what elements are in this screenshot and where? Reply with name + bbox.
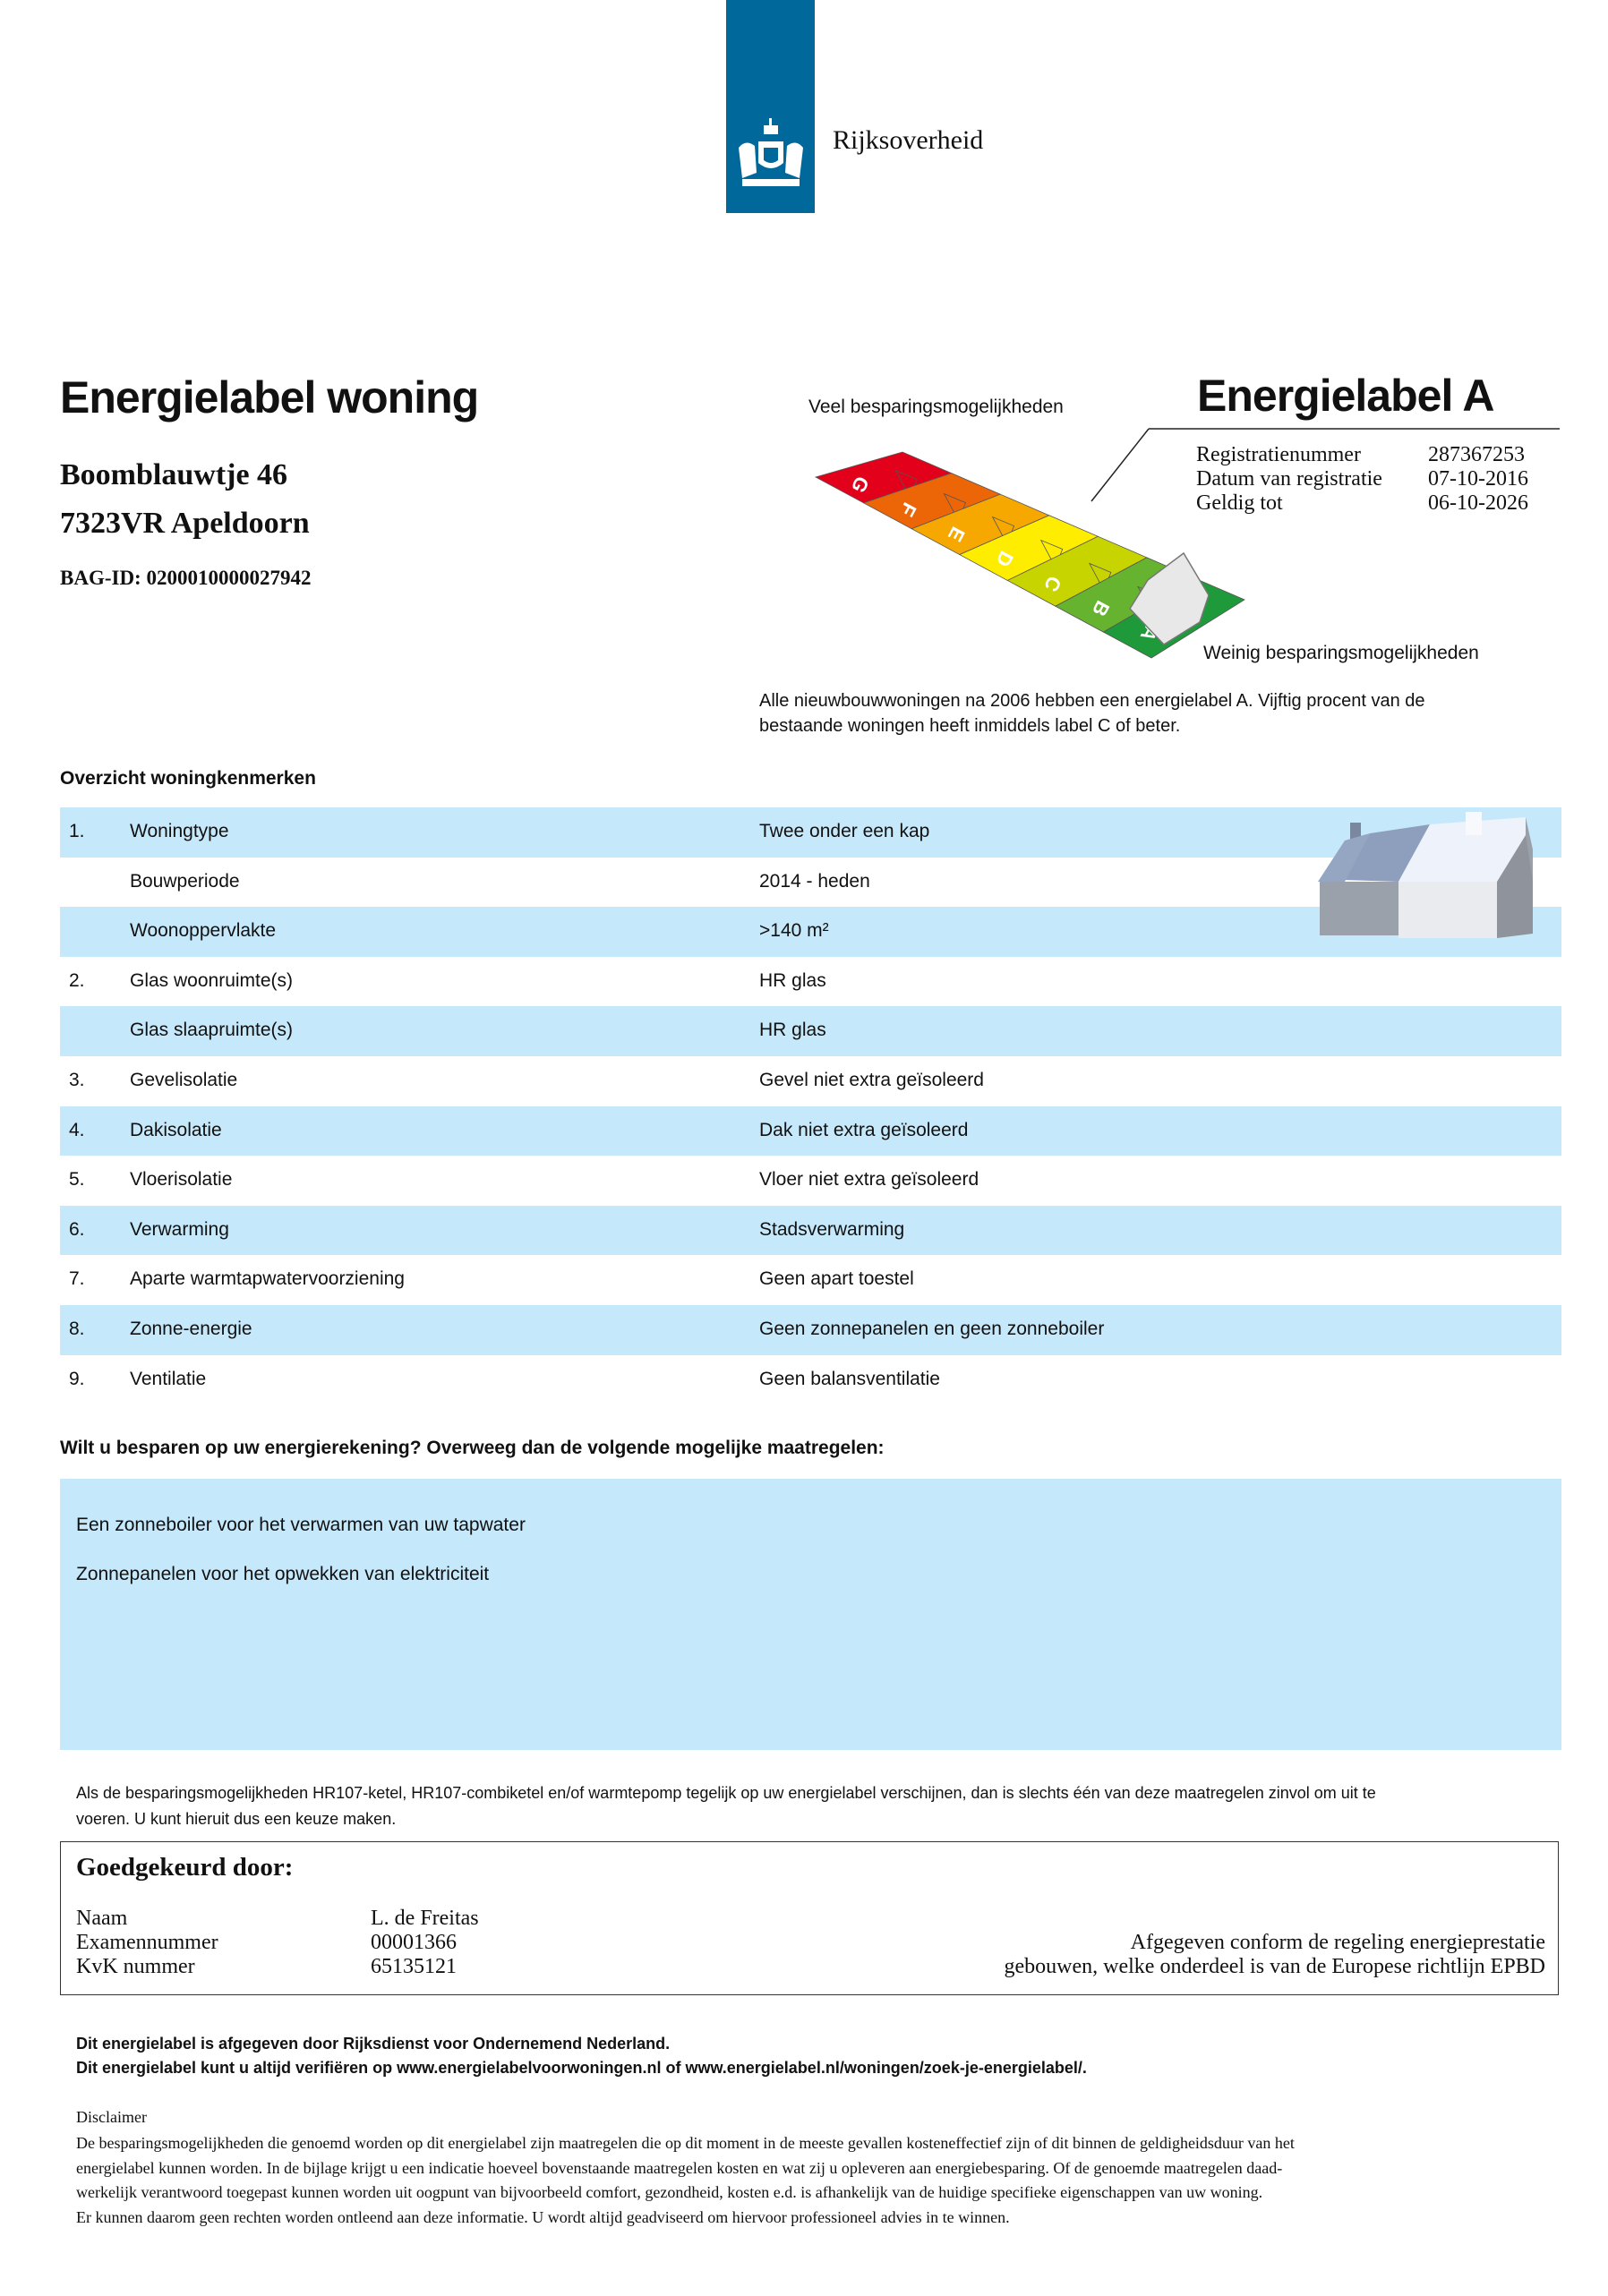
overview-table: 1. Woningtype Twee onder een kap Bouwperiod… bbox=[60, 807, 1561, 1404]
row-number: 8. bbox=[69, 1318, 85, 1339]
bag-id: BAG-ID: 0200010000027942 bbox=[60, 567, 312, 589]
row-value: Dak niet extra geïsoleerd bbox=[759, 1119, 969, 1140]
table-row: 8. Zonne-energie Geen zonnepanelen en geen… bbox=[60, 1304, 1561, 1355]
registration-key: Datum van registratie bbox=[1196, 467, 1382, 491]
measures-heading: Wilt u besparen op uw energierekening? O… bbox=[60, 1438, 885, 1458]
registration-value: 287367253 bbox=[1428, 443, 1525, 466]
row-number: 9. bbox=[69, 1368, 85, 1389]
approval-key: Examennummer bbox=[76, 1931, 218, 1954]
approval-value: 00001366 bbox=[371, 1931, 457, 1954]
table-row: 5. Vloerisolatie Vloer niet extra geïsolee… bbox=[60, 1156, 1561, 1206]
row-label: Bouwperiode bbox=[130, 870, 240, 892]
logo-text: Rijksoverheid bbox=[833, 125, 984, 155]
registration-key: Geldig tot bbox=[1196, 491, 1283, 515]
row-label: Woningtype bbox=[130, 821, 229, 841]
label-info-line-1: Alle nieuwbouwwoningen na 2006 hebben ee… bbox=[759, 691, 1425, 711]
row-number: 5. bbox=[69, 1169, 85, 1191]
address-street: Boomblauwtje 46 bbox=[60, 458, 288, 491]
approval-value: 65135121 bbox=[371, 1955, 457, 1978]
table-row: 7. Aparte warmtapwatervoorziening Geen apa… bbox=[60, 1255, 1561, 1305]
row-value: Geen balansventilatie bbox=[759, 1368, 940, 1389]
table-row: 4. Dakisolatie Dak niet extra geïsoleerd bbox=[60, 1105, 1561, 1157]
current-label-house-icon bbox=[1129, 551, 1210, 645]
row-label: Zonne-energie bbox=[130, 1318, 252, 1339]
row-number: 1. bbox=[69, 821, 85, 841]
table-row: Glas slaapruimte(s) HR glas bbox=[60, 1006, 1561, 1056]
row-value: Vloer niet extra geïsoleerd bbox=[759, 1169, 979, 1191]
measure-item: Zonnepanelen voor het opwekken van elekt… bbox=[76, 1564, 490, 1584]
disclaimer-line: werkelijk verantwoord toegepast kunnen w… bbox=[76, 2183, 1263, 2201]
table-row: 9. Ventilatie Geen balansventilatie bbox=[60, 1355, 1561, 1405]
row-label: Aparte warmtapwatervoorziening bbox=[130, 1268, 405, 1290]
approval-statement-2: gebouwen, welke onderdeel is van de Euro… bbox=[1004, 1955, 1546, 1978]
row-number: 4. bbox=[69, 1119, 85, 1140]
row-label: Woonoppervlakte bbox=[130, 920, 277, 942]
approval-key: KvK nummer bbox=[76, 1955, 195, 1978]
measures-box: Een zonneboiler voor het verwarmen van u… bbox=[60, 1479, 1561, 1750]
table-row: 2. Glas woonruimte(s) HR glas bbox=[60, 957, 1561, 1007]
table-row: 6. Verwarming Stadsverwarming bbox=[60, 1205, 1561, 1256]
address-city: 7323VR Apeldoorn bbox=[60, 507, 310, 540]
row-number: 7. bbox=[69, 1268, 85, 1290]
disclaimer-line: energielabel kunnen worden. In de bijlag… bbox=[76, 2159, 1283, 2177]
row-value: Twee onder een kap bbox=[759, 821, 930, 841]
table-row: Bouwperiode 2014 - heden bbox=[60, 858, 1561, 908]
rijksoverheid-logo bbox=[726, 0, 815, 213]
energy-label-title: Energielabel A bbox=[1197, 371, 1494, 421]
row-label: Glas woonruimte(s) bbox=[130, 969, 294, 991]
page-title: Energielabel woning bbox=[60, 372, 479, 422]
disclaimer-line: Er kunnen daarom geen rechten worden ont… bbox=[76, 2208, 1010, 2226]
row-number: 2. bbox=[69, 969, 85, 991]
note-line-2: voeren. U kunt hieruit dus een keuze mak… bbox=[76, 1810, 397, 1828]
approval-value: L. de Freitas bbox=[371, 1907, 479, 1930]
registration-value: 06-10-2026 bbox=[1428, 491, 1528, 515]
row-number: 6. bbox=[69, 1218, 85, 1240]
row-label: Vloerisolatie bbox=[130, 1169, 233, 1191]
approval-statement-1: Afgegeven conform de regeling energiepre… bbox=[1130, 1931, 1545, 1954]
row-value: Stadsverwarming bbox=[759, 1218, 905, 1240]
approval-box: Goedgekeurd door: Naam L. de Freitas Exa… bbox=[60, 1841, 1559, 1995]
note-line-1: Als de besparingsmogelijkheden HR107-ket… bbox=[76, 1784, 1376, 1802]
row-value: HR glas bbox=[759, 969, 826, 991]
measure-item: Een zonneboiler voor het verwarmen van u… bbox=[76, 1515, 526, 1535]
registration-key: Registratienummer bbox=[1196, 443, 1361, 466]
row-number: 3. bbox=[69, 1069, 85, 1090]
row-value: HR glas bbox=[759, 1020, 826, 1041]
coat-of-arms-icon bbox=[739, 118, 803, 186]
row-value: Geen zonnepanelen en geen zonneboiler bbox=[759, 1318, 1105, 1339]
row-value: Geen apart toestel bbox=[759, 1268, 914, 1290]
row-label: Ventilatie bbox=[130, 1368, 207, 1389]
row-value: >140 m² bbox=[759, 920, 829, 942]
row-value: 2014 - heden bbox=[759, 870, 870, 892]
registration-value: 07-10-2016 bbox=[1428, 467, 1528, 491]
table-row: Woonoppervlakte >140 m² bbox=[60, 907, 1561, 957]
table-row: 3. Gevelisolatie Gevel niet extra geïsolee… bbox=[60, 1056, 1561, 1106]
approval-key: Naam bbox=[76, 1907, 128, 1930]
top-caption: Veel besparingsmogelijkheden bbox=[808, 397, 1064, 417]
issued-line-1: Dit energielabel is afgegeven door Rijks… bbox=[76, 2035, 671, 2053]
row-label: Glas slaapruimte(s) bbox=[130, 1020, 294, 1041]
house-illustration-icon bbox=[1318, 812, 1533, 938]
bottom-caption: Weinig besparingsmogelijkheden bbox=[1203, 643, 1479, 663]
pointer-line bbox=[1091, 428, 1150, 502]
row-value: Gevel niet extra geïsoleerd bbox=[759, 1069, 984, 1090]
label-info-line-2: bestaande woningen heeft inmiddels label… bbox=[759, 716, 1181, 736]
disclaimer-heading: Disclaimer bbox=[76, 2108, 147, 2126]
table-row: 1. Woningtype Twee onder een kap bbox=[60, 807, 1561, 858]
issued-line-2: Dit energielabel kunt u altijd verifiëre… bbox=[76, 2059, 1087, 2077]
row-label: Verwarming bbox=[130, 1218, 229, 1240]
row-label: Dakisolatie bbox=[130, 1119, 222, 1140]
overview-heading: Overzicht woningkenmerken bbox=[60, 768, 316, 789]
row-label: Gevelisolatie bbox=[130, 1069, 238, 1090]
disclaimer-line: De besparingsmogelijkheden die genoemd w… bbox=[76, 2134, 1295, 2152]
approval-heading: Goedgekeurd door: bbox=[76, 1853, 294, 1882]
